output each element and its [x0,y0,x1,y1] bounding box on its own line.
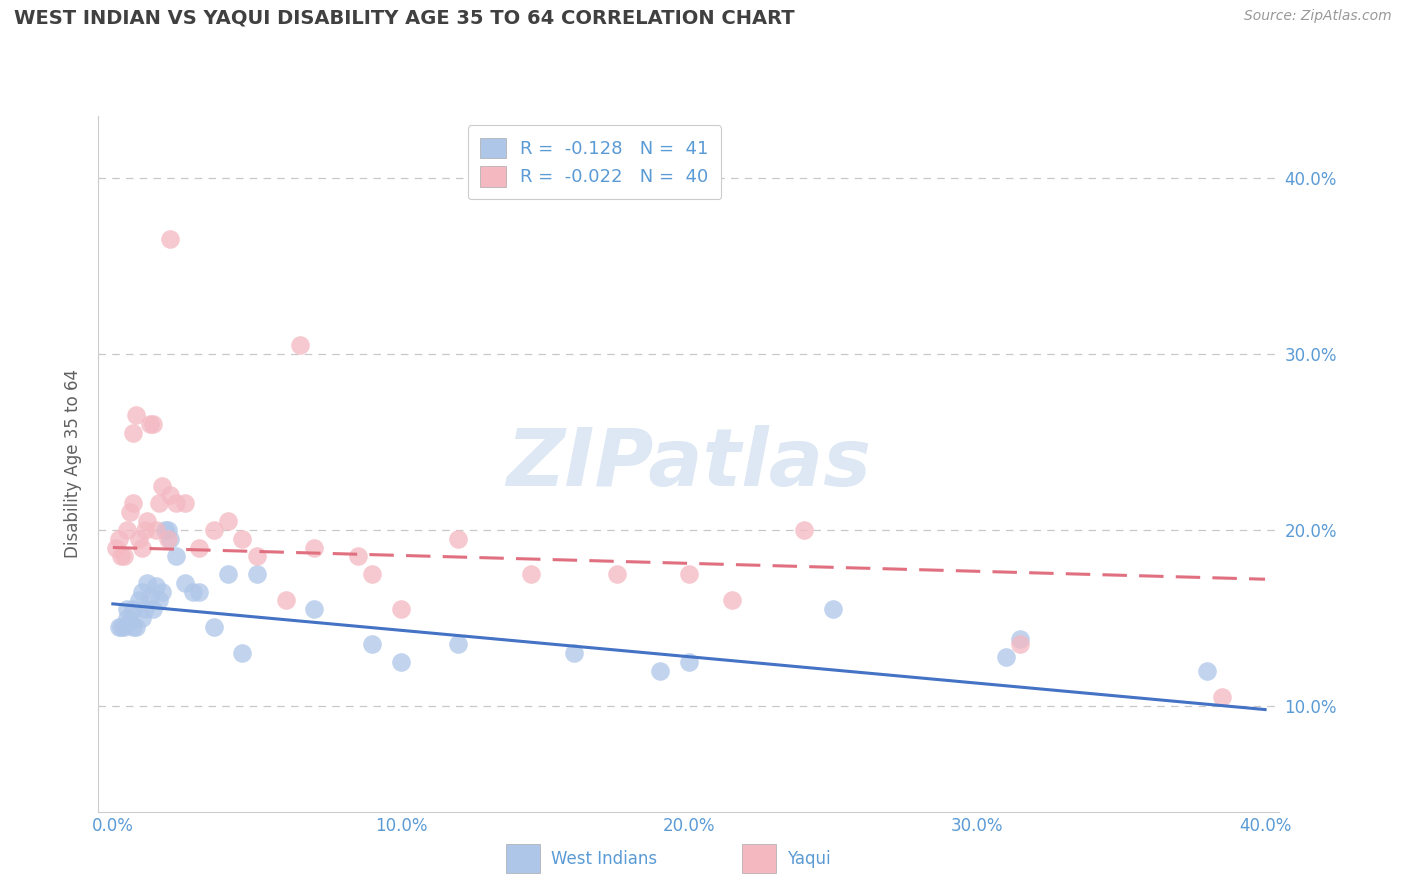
Point [994,649,1017,664]
Point [110,549,132,564]
Point [122,602,145,616]
Point [107,620,129,634]
Point [650,664,672,678]
Point [217,566,239,581]
Point [361,637,384,651]
Point [1211,690,1233,705]
Point [562,646,585,660]
Point [793,523,815,537]
Point [104,541,127,555]
Point [1197,664,1219,678]
Point [173,496,195,510]
Point [122,620,145,634]
Text: WEST INDIAN VS YAQUI DISABILITY AGE 35 TO 64 CORRELATION CHART: WEST INDIAN VS YAQUI DISABILITY AGE 35 T… [14,9,794,28]
Text: ZIPatlas: ZIPatlas [506,425,872,503]
Point [678,566,700,581]
Point [150,479,173,493]
Point [159,532,181,546]
Point [156,532,179,546]
Point [115,602,138,616]
Text: Source: ZipAtlas.com: Source: ZipAtlas.com [1244,9,1392,23]
Point [148,593,170,607]
FancyBboxPatch shape [742,844,776,873]
Point [110,620,132,634]
Point [125,620,148,634]
Point [288,338,311,352]
Point [128,593,150,607]
Point [131,541,153,555]
Point [361,566,384,581]
Point [217,514,239,528]
Point [188,541,211,555]
Point [139,417,162,432]
FancyBboxPatch shape [506,844,540,873]
Point [389,602,412,616]
Point [173,575,195,590]
Point [120,505,142,519]
Point [389,655,412,669]
Point [447,532,470,546]
Point [447,637,470,651]
Point [136,514,159,528]
Point [139,590,162,604]
Point [134,523,156,537]
Point [519,566,541,581]
Point [165,496,187,510]
Point [112,620,135,634]
Point [122,425,145,440]
Point [202,523,225,537]
Point [202,620,225,634]
Point [115,611,138,625]
Point [721,593,744,607]
Point [107,532,129,546]
Point [148,496,170,510]
Point [821,602,844,616]
Point [134,602,156,616]
Point [246,566,269,581]
Point [304,602,326,616]
Legend: R =  -0.128   N =  41, R =  -0.022   N =  40: R = -0.128 N = 41, R = -0.022 N = 40 [468,125,721,199]
Point [678,655,700,669]
Point [131,584,153,599]
Point [122,496,145,510]
Point [231,532,253,546]
Point [153,523,176,537]
Point [125,409,148,423]
Point [274,593,297,607]
Point [159,232,181,246]
Point [183,584,205,599]
Point [150,584,173,599]
Point [136,575,159,590]
Point [165,549,187,564]
Point [304,541,326,555]
Point [131,611,153,625]
Point [115,523,138,537]
Point [120,615,142,629]
Point [128,532,150,546]
Point [1010,632,1032,646]
Point [142,602,165,616]
Text: West Indians: West Indians [551,849,657,868]
Point [246,549,269,564]
Point [346,549,368,564]
Point [156,523,179,537]
Point [231,646,253,660]
Point [145,579,167,593]
Text: Yaqui: Yaqui [787,849,831,868]
Point [145,523,167,537]
Point [159,488,181,502]
Point [1010,637,1032,651]
Point [112,549,135,564]
Point [142,417,165,432]
Point [188,584,211,599]
Point [606,566,628,581]
Y-axis label: Disability Age 35 to 64: Disability Age 35 to 64 [65,369,83,558]
